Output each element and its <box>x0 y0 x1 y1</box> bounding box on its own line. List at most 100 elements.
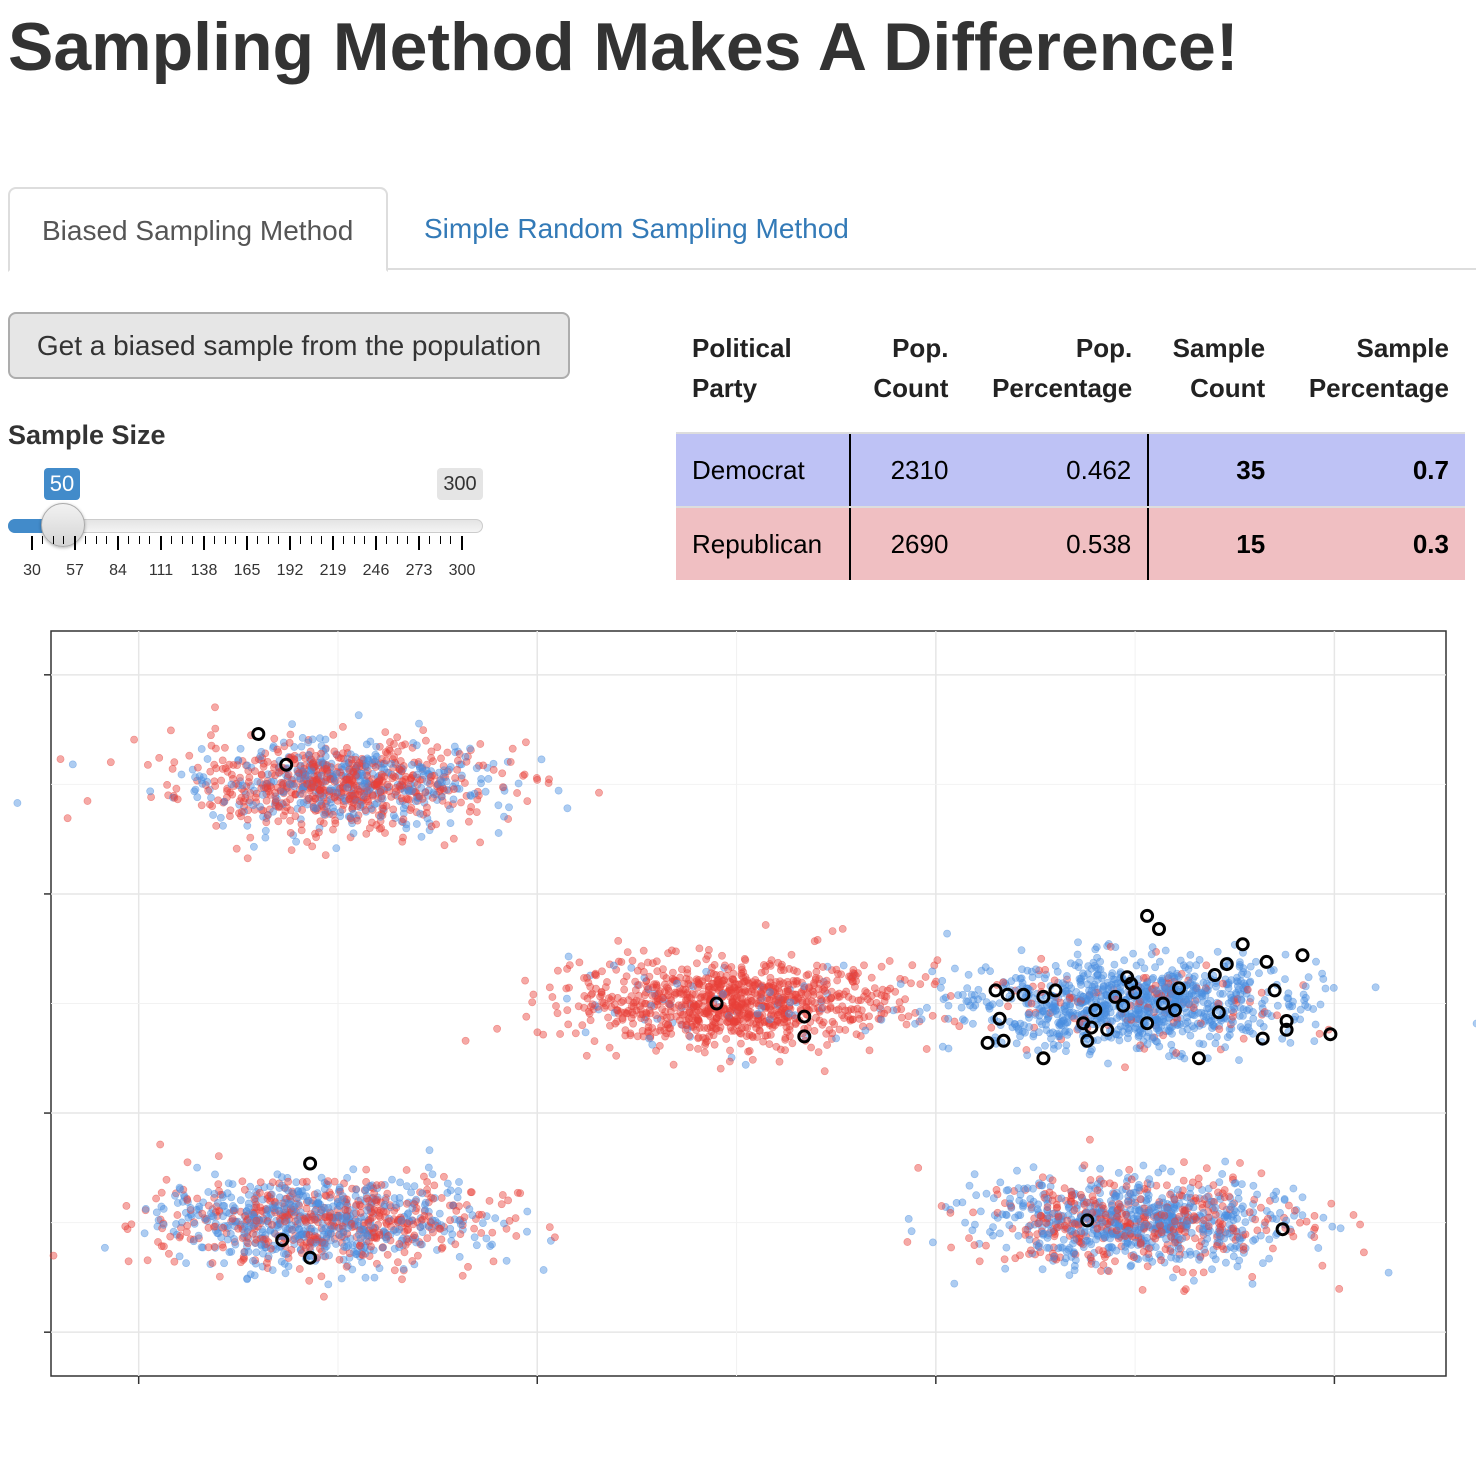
democrat-point <box>428 1216 437 1225</box>
republican-point <box>330 747 339 756</box>
democrat-point <box>329 803 337 812</box>
tab-biased-sampling[interactable]: Biased Sampling Method <box>8 187 388 272</box>
democrat-point <box>197 745 206 753</box>
get-biased-sample-button[interactable]: Get a biased sample from the population <box>8 312 570 379</box>
republican-point <box>1360 1248 1368 1257</box>
slider-minor-tick <box>170 536 172 544</box>
democrat-point <box>915 1007 924 1016</box>
republican-point <box>1054 1212 1063 1221</box>
republican-point <box>504 1196 512 1205</box>
democrat-point <box>939 995 948 1003</box>
republican-point <box>297 820 306 829</box>
democrat-point <box>1233 977 1241 985</box>
republican-point <box>837 970 845 979</box>
democrat-point <box>1237 996 1246 1005</box>
republican-point <box>422 803 431 812</box>
republican-point <box>772 1042 781 1051</box>
republican-point <box>274 817 283 826</box>
slider-minor-tick <box>299 536 301 544</box>
democrat-point <box>446 819 455 827</box>
republican-point <box>1027 999 1036 1008</box>
democrat-point <box>240 1229 249 1238</box>
democrat-point <box>1096 957 1105 966</box>
republican-point <box>451 774 459 782</box>
democrat-point <box>1038 1007 1047 1016</box>
slider-minor-tick <box>149 536 151 544</box>
democrat-point <box>472 1241 481 1250</box>
republican-point <box>193 1194 202 1203</box>
republican-point <box>969 1208 977 1217</box>
democrat-point <box>351 1192 360 1200</box>
democrat-point <box>308 735 317 744</box>
democrat-point <box>68 760 77 769</box>
democrat-point <box>944 1014 953 1023</box>
republican-point <box>398 837 407 846</box>
slider-minor-tick <box>278 536 280 544</box>
republican-point <box>855 1014 864 1023</box>
republican-point <box>696 993 705 1002</box>
democrat-point <box>523 1227 531 1236</box>
republican-point <box>383 780 392 789</box>
democrat-point <box>1309 1005 1318 1013</box>
democrat-point <box>399 1265 408 1273</box>
democrat-point <box>1222 1258 1230 1267</box>
democrat-point <box>1265 1254 1273 1263</box>
republican-point <box>618 1015 627 1024</box>
democrat-point <box>1008 1023 1017 1032</box>
republican-point <box>214 796 222 805</box>
slider-minor-tick <box>407 536 409 544</box>
democrat-point <box>1001 1264 1010 1273</box>
sample-size-slider-handle[interactable] <box>40 503 85 547</box>
republican-point <box>704 974 713 983</box>
democrat-point <box>1139 1161 1148 1170</box>
democrat-point <box>1298 1211 1307 1220</box>
republican-point <box>545 1223 554 1231</box>
republican-point <box>331 819 340 828</box>
tab-simple-random-sampling[interactable]: Simple Random Sampling Method <box>424 213 849 244</box>
republican-point <box>423 1234 432 1243</box>
republican-point <box>63 814 72 823</box>
republican-point <box>650 980 658 989</box>
republican-point <box>353 802 362 811</box>
republican-point <box>398 777 406 785</box>
republican-point <box>406 775 415 784</box>
democrat-point <box>281 1184 290 1193</box>
republican-point <box>815 975 824 983</box>
republican-point <box>591 970 599 979</box>
republican-point <box>400 1248 409 1257</box>
republican-point <box>706 1023 715 1031</box>
slider-major-tick <box>74 536 76 550</box>
democrat-point <box>301 772 310 780</box>
republican-point <box>408 743 417 752</box>
democrat-point <box>766 988 774 997</box>
democrat-point <box>454 1187 463 1195</box>
republican-point <box>565 983 573 992</box>
democrat-point <box>1300 996 1309 1005</box>
republican-point <box>267 783 275 792</box>
republican-point <box>828 1029 837 1038</box>
republican-point <box>330 1177 339 1186</box>
republican-point <box>326 1190 335 1199</box>
republican-point <box>1172 1049 1181 1057</box>
democrat-point <box>363 1232 372 1240</box>
republican-point <box>1086 1135 1094 1144</box>
democrat-point <box>950 1279 959 1288</box>
republican-point <box>807 1043 815 1052</box>
republican-point <box>413 1251 422 1260</box>
republican-point <box>152 1194 160 1203</box>
republican-point <box>382 801 391 810</box>
democrat-point <box>450 742 459 751</box>
democrat-point <box>443 1179 452 1188</box>
republican-point <box>722 1035 731 1043</box>
slider-major-tick <box>117 536 119 550</box>
democrat-point <box>292 1178 301 1187</box>
democrat-point <box>1281 950 1290 959</box>
republican-point <box>1161 1245 1170 1254</box>
republican-point <box>982 1241 990 1250</box>
democrat-point <box>1289 1184 1298 1193</box>
republican-point <box>421 788 430 796</box>
republican-point <box>1042 1219 1050 1227</box>
slider-minor-tick <box>396 536 398 544</box>
republican-point <box>437 754 445 763</box>
democrat-point <box>1193 995 1201 1004</box>
